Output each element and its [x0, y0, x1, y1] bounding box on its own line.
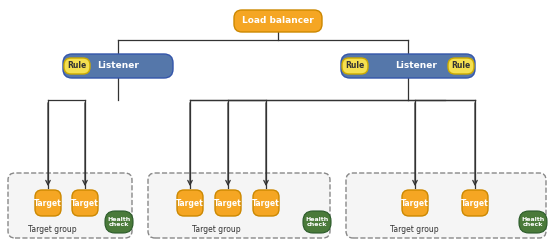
FancyBboxPatch shape	[234, 10, 322, 32]
Text: Target group: Target group	[390, 225, 438, 234]
FancyBboxPatch shape	[63, 54, 173, 78]
FancyBboxPatch shape	[35, 190, 61, 216]
Text: Rule: Rule	[67, 61, 87, 70]
FancyBboxPatch shape	[215, 190, 241, 216]
Text: Rule: Rule	[451, 61, 471, 70]
FancyBboxPatch shape	[72, 190, 98, 216]
Text: Target: Target	[176, 199, 204, 208]
FancyBboxPatch shape	[177, 190, 203, 216]
Text: Target: Target	[214, 199, 242, 208]
FancyBboxPatch shape	[346, 173, 546, 238]
Text: Target group: Target group	[28, 225, 77, 234]
Text: Listener: Listener	[395, 61, 437, 70]
Text: Target group: Target group	[191, 225, 240, 234]
FancyBboxPatch shape	[253, 190, 279, 216]
FancyBboxPatch shape	[519, 211, 547, 233]
FancyBboxPatch shape	[105, 211, 133, 233]
Text: Health
check: Health check	[107, 217, 130, 227]
Text: Listener: Listener	[97, 61, 139, 70]
Text: Health
check: Health check	[305, 217, 329, 227]
Text: Target: Target	[461, 199, 489, 208]
Text: Health
check: Health check	[521, 217, 544, 227]
FancyBboxPatch shape	[341, 54, 475, 78]
FancyBboxPatch shape	[448, 58, 474, 74]
Text: Target: Target	[252, 199, 280, 208]
Text: Target: Target	[401, 199, 429, 208]
Text: Rule: Rule	[345, 61, 365, 70]
FancyBboxPatch shape	[342, 58, 368, 74]
FancyBboxPatch shape	[402, 190, 428, 216]
FancyBboxPatch shape	[462, 190, 488, 216]
Text: Target: Target	[71, 199, 99, 208]
FancyBboxPatch shape	[303, 211, 331, 233]
FancyBboxPatch shape	[64, 58, 90, 74]
Text: Load balancer: Load balancer	[242, 17, 314, 26]
FancyBboxPatch shape	[8, 173, 132, 238]
Text: Target: Target	[34, 199, 62, 208]
FancyBboxPatch shape	[148, 173, 330, 238]
